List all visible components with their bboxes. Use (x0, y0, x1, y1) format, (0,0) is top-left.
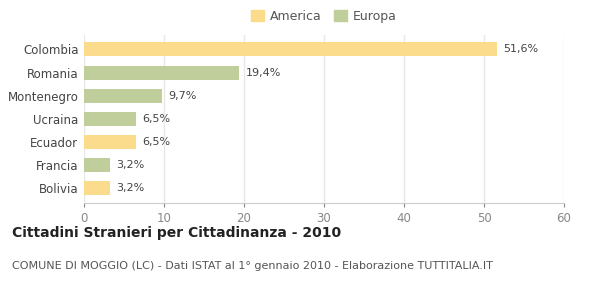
Text: 6,5%: 6,5% (142, 114, 170, 124)
Bar (84, 66, 239, 79)
Text: 9,7%: 9,7% (168, 91, 196, 101)
Bar (84, 135, 136, 149)
Bar (84, 182, 110, 195)
Text: 19,4%: 19,4% (245, 68, 281, 77)
Bar (84, 112, 136, 126)
Text: 6,5%: 6,5% (142, 137, 170, 147)
Bar (84, 42, 497, 56)
Bar (84, 158, 110, 172)
Text: Cittadini Stranieri per Cittadinanza - 2010: Cittadini Stranieri per Cittadinanza - 2… (12, 226, 341, 240)
Legend: America, Europa: America, Europa (248, 7, 400, 25)
Text: COMUNE DI MOGGIO (LC) - Dati ISTAT al 1° gennaio 2010 - Elaborazione TUTTITALIA.: COMUNE DI MOGGIO (LC) - Dati ISTAT al 1°… (12, 261, 493, 271)
Bar (84, 89, 161, 103)
Text: 3,2%: 3,2% (116, 160, 144, 170)
Text: 51,6%: 51,6% (503, 44, 538, 55)
Text: 3,2%: 3,2% (116, 183, 144, 193)
